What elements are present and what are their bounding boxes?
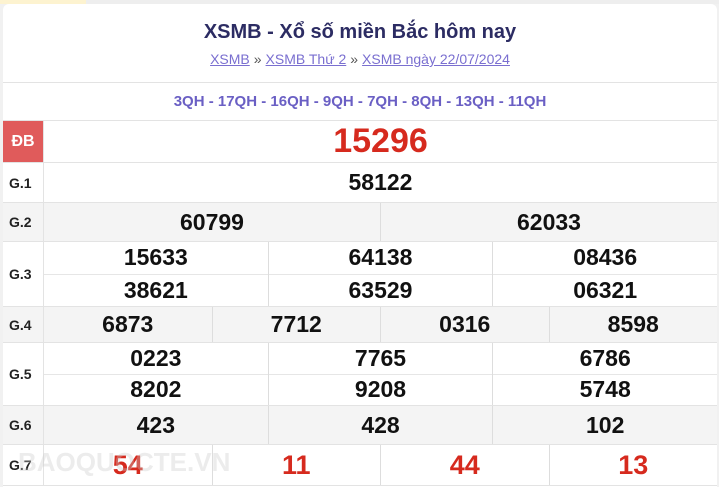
breadcrumb: XSMB» XSMB Thứ 2» XSMB ngày 22/07/2024	[210, 51, 510, 67]
prize-number: 0223	[130, 344, 182, 371]
row-g5: G.5 0223 8202 7765 9208 6786 5748	[3, 343, 717, 406]
row-g7: G.7 54 11 44 13	[3, 445, 717, 486]
row-g6: G.6 423 428 102	[3, 406, 717, 445]
prize-number: 63529	[268, 273, 493, 307]
prize-number: 58122	[348, 169, 413, 195]
prize-number: 54	[112, 449, 143, 480]
prize-number: 8202	[44, 373, 268, 406]
prize-number: 6786	[579, 344, 631, 371]
prize-label: G.6	[3, 406, 44, 444]
prize-number: 38621	[44, 273, 268, 307]
prize-number: 13	[548, 445, 718, 485]
breadcrumb-xsmb[interactable]: XSMB	[210, 51, 250, 67]
prize-number: 8598	[548, 307, 718, 342]
prize-label: G.4	[3, 307, 44, 342]
prize-number: 08436	[573, 244, 638, 271]
results-card: XSMB - Xổ số miền Bắc hôm nay XSMB» XSMB …	[3, 4, 717, 487]
prize-label: G.5	[3, 343, 44, 405]
prize-number: 423	[136, 411, 176, 438]
prize-number: 44	[380, 445, 549, 485]
row-g1: G.1 58122	[3, 163, 717, 203]
prize-number: 428	[267, 406, 493, 444]
prize-label: G.2	[3, 203, 44, 241]
prize-label: G.3	[3, 242, 44, 306]
breadcrumb-xsmb-thu-2[interactable]: XSMB Thứ 2	[265, 51, 347, 67]
prize-number: 0316	[380, 307, 549, 342]
prize-number: 102	[492, 406, 717, 444]
special-prize: 15296	[333, 122, 428, 160]
row-g2: G.2 60799 62033	[3, 203, 717, 242]
prize-number: 62033	[380, 203, 717, 241]
prize-number: 9208	[268, 373, 493, 406]
prize-number: 7712	[211, 307, 381, 342]
breadcrumb-xsmb-date[interactable]: XSMB ngày 22/07/2024	[362, 51, 510, 67]
page-title: XSMB - Xổ số miền Bắc hôm nay	[203, 21, 517, 43]
row-g3: G.3 15633 38621 64138 63529 08436 06321	[3, 242, 717, 307]
prize-label: ĐB	[3, 121, 44, 162]
prize-number: 06321	[493, 273, 717, 307]
prize-label: G.1	[3, 163, 44, 202]
prize-number: 11	[211, 445, 381, 485]
prize-number: 6873	[102, 311, 154, 337]
results-header: XSMB - Xổ số miền Bắc hôm nay XSMB» XSMB …	[3, 4, 717, 83]
prize-number: 7765	[354, 344, 407, 371]
prize-number: 64138	[348, 244, 413, 271]
row-db: ĐB 15296	[3, 121, 717, 163]
top-strip	[0, 0, 719, 4]
prize-number: 15633	[123, 244, 188, 271]
prize-number: 5748	[493, 373, 717, 406]
prize-codes: 3QH - 17QH - 16QH - 9QH - 7QH - 8QH - 13…	[3, 83, 717, 121]
prize-label: G.7	[3, 445, 44, 485]
prize-number: 60799	[180, 208, 244, 235]
row-g4: G.4 6873 7712 0316 8598	[3, 307, 717, 343]
